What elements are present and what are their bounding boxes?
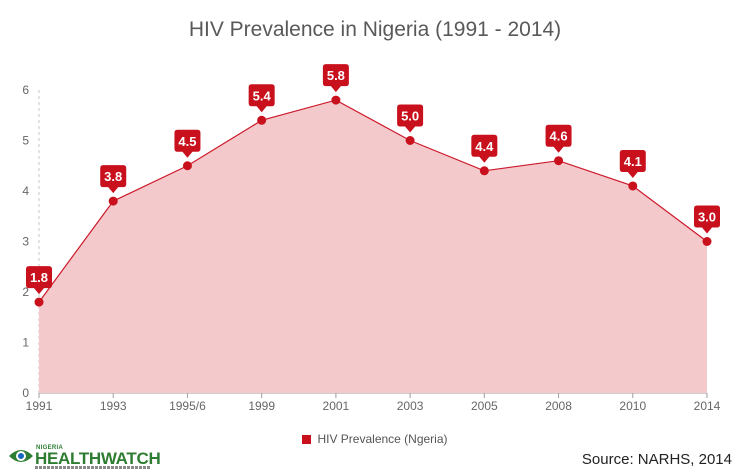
data-label-bubble — [26, 266, 52, 295]
data-label-bubble — [248, 84, 275, 113]
data-point — [257, 115, 267, 125]
chart-legend[interactable]: HIV Prevalence (Ngeria) — [0, 432, 750, 446]
y-tick-label: 5 — [22, 134, 29, 148]
y-tick-label: 2 — [22, 285, 29, 299]
data-point — [405, 136, 415, 145]
data-point — [479, 166, 489, 176]
y-tick-label: 3 — [22, 235, 29, 249]
data-label-bubble — [174, 129, 201, 158]
chart-axes: 0 1 2 3 4 5 6 1991 1993 1995/6 1999 2001 2003 2005 200… — [22, 83, 720, 413]
x-tick-label: 2003 — [397, 399, 424, 413]
chart-title: HIV Prevalence in Nigeria (1991 - 2014) — [188, 18, 562, 41]
data-label: 4.5 — [178, 134, 196, 149]
source-note: Source: NARHS, 2014 — [581, 451, 732, 468]
x-tick-label: 2010 — [619, 399, 646, 413]
logo-top-text: NIGERIA — [36, 445, 64, 451]
healthwatch-logo: NIGERIA HEALTHWATCH — [8, 444, 161, 470]
data-label: 3.0 — [698, 210, 716, 225]
data-label: 5.8 — [327, 68, 345, 83]
data-label-bubble — [397, 104, 424, 133]
x-tick-label: 2008 — [545, 399, 572, 413]
data-label: 4.4 — [475, 139, 494, 154]
x-tick-label: 2014 — [694, 399, 721, 413]
chart-data-labels: 1.8 3.8 4.5 5.4 5.8 5.0 4.4 4.6 4.1 3.0 — [26, 64, 720, 295]
x-tick-label: 1995/6 — [169, 399, 206, 413]
data-label-bubble — [694, 205, 720, 234]
x-tick-label: 1993 — [100, 399, 127, 413]
y-tick-label: 4 — [22, 184, 29, 198]
data-label: 1.8 — [30, 270, 48, 285]
logo-tagline-bar — [35, 466, 150, 469]
eye-icon — [9, 450, 33, 462]
data-label: 4.1 — [624, 154, 642, 169]
data-point — [628, 181, 638, 191]
data-label-bubble — [100, 165, 127, 194]
logo-name: HEALTHWATCH — [35, 449, 161, 468]
data-point — [108, 196, 118, 206]
data-point — [34, 297, 44, 307]
legend-swatch — [302, 434, 312, 444]
x-tick-label: 2005 — [471, 399, 498, 413]
data-label: 5.4 — [253, 88, 272, 103]
data-label-bubble — [322, 64, 349, 93]
y-tick-label: 1 — [22, 336, 29, 350]
data-label: 5.0 — [401, 109, 419, 124]
data-point — [554, 156, 564, 166]
chart-plot-area — [34, 95, 712, 393]
data-label: 3.8 — [104, 169, 122, 184]
data-label-bubble — [471, 134, 498, 163]
y-tick-label: 0 — [22, 386, 29, 400]
data-point — [702, 237, 712, 246]
series-line — [38, 99, 708, 303]
y-tick-label: 6 — [22, 83, 29, 97]
data-label-bubble — [619, 149, 646, 178]
data-label-bubble — [545, 124, 572, 153]
x-tick-label: 1999 — [248, 399, 275, 413]
x-tick-label: 1991 — [26, 399, 53, 413]
data-point — [331, 95, 341, 105]
data-point — [182, 161, 192, 171]
legend-label: HIV Prevalence (Ngeria) — [317, 432, 448, 446]
x-tick-label: 2001 — [323, 399, 350, 413]
data-label: 4.6 — [550, 129, 568, 144]
series-area — [39, 100, 707, 393]
